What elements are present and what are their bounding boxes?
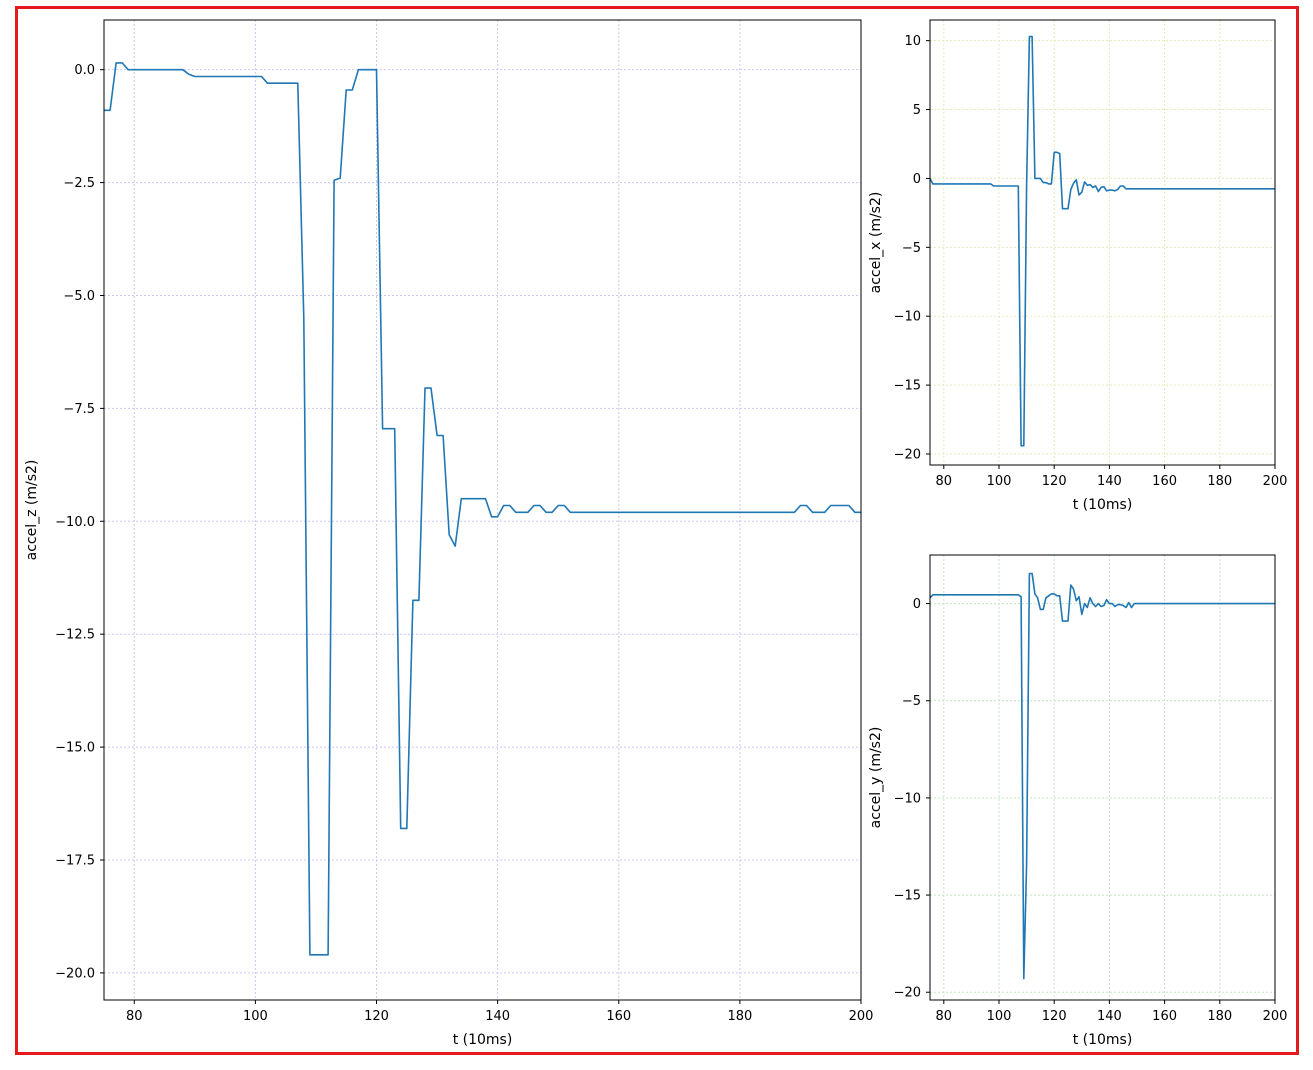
- chart1-y-tick-label: 5: [913, 103, 921, 118]
- chart0-x-tick-label: 200: [849, 1009, 874, 1024]
- chart0-y-tick-label: −7.5: [63, 402, 95, 417]
- chart1-y-tick-label: 10: [904, 34, 921, 49]
- chart1-spines: [929, 19, 1276, 466]
- chart2-x-axis-label: t (10ms): [1073, 1032, 1133, 1048]
- chart2-x-tick-label: 200: [1263, 1009, 1288, 1024]
- chart0-series-line: [104, 62, 861, 956]
- chart0-y-tick-label: −2.5: [63, 176, 95, 191]
- chart1-y-tick-label: −10: [894, 310, 921, 325]
- chart1-plot-area: [930, 20, 1275, 465]
- chart2-x-tick-label: 80: [936, 1009, 953, 1024]
- chart0-y-axis-label: accel_z (m/s2): [24, 460, 40, 561]
- chart1-x-tick-label: 180: [1207, 474, 1232, 489]
- chart2-y-tick-label: 0: [913, 597, 921, 612]
- chart2-x-tick-label: 180: [1207, 1009, 1232, 1024]
- chart0-x-tick-label: 180: [727, 1009, 752, 1024]
- chart2-y-tick-label: −5: [902, 694, 921, 709]
- chart1-y-tick-label: −15: [894, 379, 921, 394]
- chart2-series-line: [930, 572, 1275, 980]
- chart0-x-tick-label: 160: [606, 1009, 631, 1024]
- chart0-axes: 80 100 120 140 160 180 200 0.0 −2.5 −5.0 −7.5 −10.0…: [24, 19, 874, 1048]
- chart0-x-tick-label: 120: [364, 1009, 389, 1024]
- chart2-y-tick-label: −20: [894, 986, 921, 1001]
- chart1-series-line: [930, 35, 1275, 447]
- chart0-y-tick-label: −17.5: [55, 854, 95, 869]
- chart2-y-axis-label: accel_y (m/s2): [868, 727, 884, 829]
- chart0-x-tick-label: 140: [485, 1009, 510, 1024]
- chart2-x-tick-label: 100: [987, 1009, 1012, 1024]
- chart0-spines: [103, 19, 862, 1001]
- chart1-x-tick-label: 100: [987, 474, 1012, 489]
- chart2-y-tick-label: −15: [894, 889, 921, 904]
- chart0-y-tick-label: −20.0: [55, 966, 95, 981]
- chart1-x-tick-label: 120: [1042, 474, 1067, 489]
- chart2-x-tick-label: 160: [1152, 1009, 1177, 1024]
- chart1-x-tick-label: 140: [1097, 474, 1122, 489]
- chart1-x-axis-label: t (10ms): [1073, 497, 1133, 513]
- chart2-plot-area: [930, 555, 1275, 1000]
- chart2-x-tick-label: 120: [1042, 1009, 1067, 1024]
- chart2-y-tick-label: −10: [894, 791, 921, 806]
- chart0-x-tick-label: 80: [126, 1009, 143, 1024]
- chart1-x-tick-label: 160: [1152, 474, 1177, 489]
- chart1-x-tick-label: 80: [936, 474, 953, 489]
- chart1-y-tick-label: 0: [913, 172, 921, 187]
- chart0-y-tick-label: −10.0: [55, 515, 95, 530]
- chart0-y-tick-label: 0.0: [74, 63, 95, 78]
- chart0-x-axis-label: t (10ms): [453, 1032, 513, 1048]
- chart0-y-tick-label: −12.5: [55, 628, 95, 643]
- chart1-y-axis-label: accel_x (m/s2): [868, 192, 884, 294]
- chart2-spines: [929, 554, 1276, 1001]
- chart1-axes: 80 100 120 140 160 180 200 10 5 0 −5 −10 −15 −20 t (10…: [868, 19, 1288, 513]
- chart0-x-tick-label: 100: [243, 1009, 268, 1024]
- chart1-y-tick-label: −20: [894, 447, 921, 462]
- chart2-x-tick-label: 140: [1097, 1009, 1122, 1024]
- chart0-plot-area: [104, 20, 861, 1000]
- chart0-y-tick-label: −15.0: [55, 741, 95, 756]
- chart1-y-tick-label: −5: [902, 241, 921, 256]
- chart2-axes: 80 100 120 140 160 180 200 0 −5 −10 −15 −20 t (10ms)…: [868, 554, 1288, 1048]
- chart1-x-tick-label: 200: [1263, 474, 1288, 489]
- chart0-y-tick-label: −5.0: [63, 289, 95, 304]
